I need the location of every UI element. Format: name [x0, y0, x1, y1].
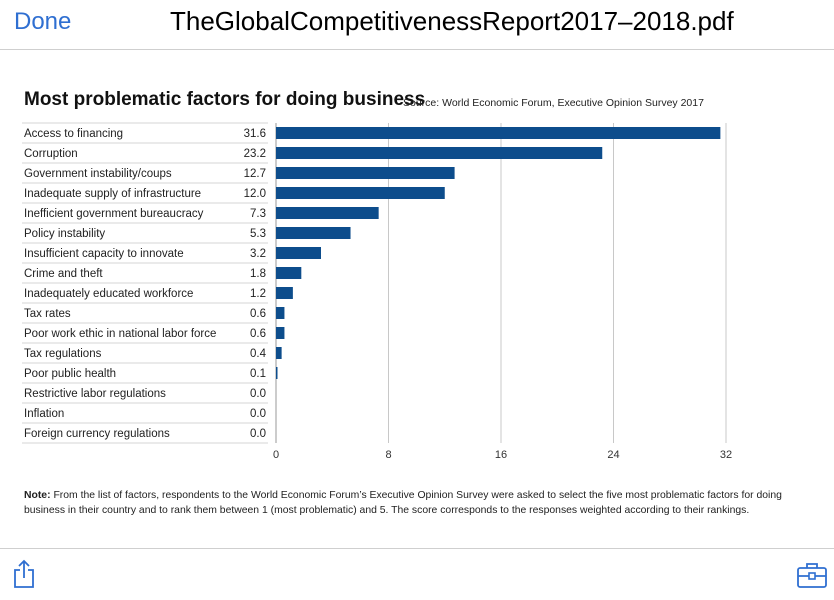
- chart-source: Source: World Economic Forum, Executive …: [403, 97, 704, 109]
- category-label: Inefficient government bureaucracy: [24, 208, 204, 220]
- value-label: 23.2: [244, 148, 266, 160]
- value-label: 0.0: [250, 428, 266, 440]
- navigation-bar: Done TheGlobalCompetitivenessReport2017–…: [0, 0, 834, 50]
- bar: [276, 287, 293, 299]
- category-label: Restrictive labor regulations: [24, 388, 166, 400]
- value-label: 1.2: [250, 288, 266, 300]
- x-tick-label: 0: [273, 449, 279, 461]
- x-tick-label: 24: [607, 449, 619, 461]
- value-label: 12.0: [244, 188, 266, 200]
- chart-note: Note: From the list of factors, responde…: [24, 488, 824, 518]
- x-tick-label: 16: [495, 449, 507, 461]
- x-tick-label: 8: [385, 449, 391, 461]
- category-label: Corruption: [24, 148, 78, 160]
- bar: [276, 207, 379, 219]
- value-label: 0.4: [250, 348, 267, 360]
- category-label: Inadequate supply of infrastructure: [24, 188, 201, 200]
- bar: [276, 367, 278, 379]
- bar: [276, 167, 455, 179]
- document-title: TheGlobalCompetitivenessReport2017–2018.…: [170, 6, 734, 36]
- category-label: Foreign currency regulations: [24, 428, 170, 440]
- note-text: From the list of factors, respondents to…: [24, 490, 782, 516]
- value-label: 7.3: [250, 208, 266, 220]
- value-label: 3.2: [250, 248, 266, 260]
- category-label: Insufficient capacity to innovate: [24, 248, 184, 260]
- value-label: 1.8: [250, 268, 266, 280]
- category-label: Crime and theft: [24, 268, 103, 280]
- value-label: 0.0: [250, 408, 266, 420]
- done-button[interactable]: Done: [14, 8, 72, 35]
- bar-chart: 0 8 16 24 32 Access to financing 31.6 Corruptio…: [22, 122, 732, 461]
- bar: [276, 227, 351, 239]
- bar: [276, 247, 321, 259]
- value-label: 31.6: [244, 128, 266, 140]
- category-label: Access to financing: [24, 128, 123, 140]
- bar: [276, 187, 445, 199]
- value-label: 0.0: [250, 388, 266, 400]
- category-label: Policy instability: [24, 228, 105, 240]
- value-label: 0.1: [250, 368, 266, 380]
- value-label: 12.7: [244, 168, 266, 180]
- category-label: Tax rates: [24, 308, 71, 320]
- bar: [276, 307, 285, 319]
- bar: [276, 127, 721, 139]
- bar: [276, 147, 603, 159]
- note-label: Note:: [24, 490, 51, 501]
- share-icon[interactable]: [12, 559, 36, 589]
- pdf-page[interactable]: Most problematic factors for doing busin…: [0, 51, 834, 548]
- category-label: Poor work ethic in national labor force: [24, 328, 216, 340]
- toolbox-icon[interactable]: [796, 561, 828, 589]
- x-tick-label: 32: [720, 449, 732, 461]
- bar: [276, 327, 285, 339]
- category-label: Tax regulations: [24, 348, 102, 360]
- value-label: 0.6: [250, 308, 266, 320]
- value-label: 0.6: [250, 328, 266, 340]
- value-label: 5.3: [250, 228, 266, 240]
- category-label: Inflation: [24, 408, 64, 420]
- category-label: Poor public health: [24, 368, 116, 380]
- bar: [276, 347, 282, 359]
- bar: [276, 267, 302, 279]
- category-label: Inadequately educated workforce: [24, 288, 193, 300]
- chart-title: Most problematic factors for doing busin…: [24, 89, 426, 110]
- bottom-toolbar: [0, 548, 834, 600]
- category-label: Government instability/coups: [24, 168, 172, 180]
